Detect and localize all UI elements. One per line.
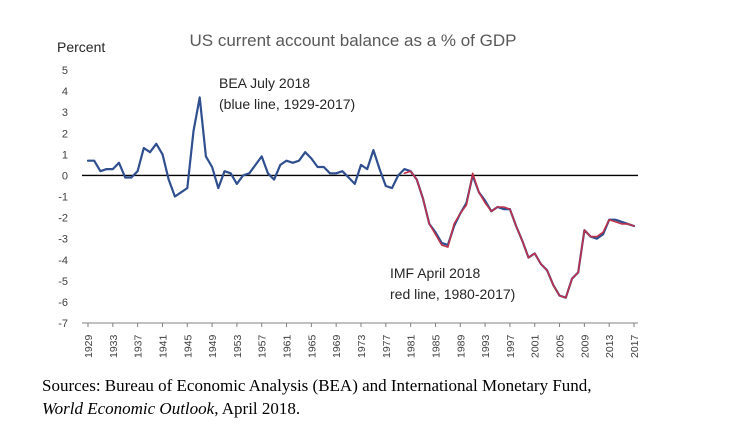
y-tick-label: -6: [58, 297, 68, 309]
x-tick-label: 1977: [381, 334, 393, 358]
x-axis: 1929 1933 1937 1941 1945 1949 1953 1957 1961 1965…: [82, 322, 641, 358]
imf-annotation-line: IMF April 2018: [390, 265, 480, 281]
source-note-line-1: Sources: Bureau of Economic Analysis (BE…: [42, 376, 592, 395]
y-tick-label: -1: [58, 192, 68, 204]
x-tick-label: 2005: [555, 334, 567, 358]
y-tick-label: -5: [58, 276, 68, 288]
y-tick-label: 5: [62, 65, 68, 77]
x-tick-label: 1961: [282, 334, 294, 358]
x-tick-label: 1937: [133, 334, 145, 358]
y-tick-label: -2: [58, 213, 68, 225]
x-tick-label: 1965: [306, 334, 318, 358]
bea-annotation-line: BEA July 2018: [219, 75, 310, 91]
x-tick-label: 2017: [629, 334, 641, 358]
x-tick-label: 1941: [157, 334, 169, 358]
y-tick-label: -4: [58, 255, 68, 267]
y-tick-label: 1: [62, 149, 68, 161]
y-axis: 5 4 3 2 1 0 -1 -2 -3 -4 -5 -6 -7: [58, 65, 68, 330]
x-tick-label: 1929: [83, 334, 95, 358]
x-tick-label: 1953: [232, 334, 244, 358]
source-note-line-2: World Economic Outlook, April 2018.: [42, 397, 732, 420]
publication-date: , April 2018.: [214, 399, 301, 418]
y-tick-label: -3: [58, 234, 68, 246]
y-tick-label: 2: [62, 128, 68, 140]
x-tick-label: 2001: [530, 334, 542, 358]
x-tick-label: 1993: [480, 334, 492, 358]
x-tick-label: 1997: [505, 334, 517, 358]
imf-series-line: [403, 170, 635, 299]
x-tick-label: 1949: [207, 334, 219, 358]
annotations: BEA July 2018 (blue line, 1929-2017) IMF A…: [219, 75, 515, 302]
y-tick-label: 4: [62, 86, 68, 98]
x-tick-label: 1957: [257, 334, 269, 358]
bea-annotation-line: (blue line, 1929-2017): [219, 96, 355, 112]
x-tick-label: 2013: [604, 334, 616, 358]
x-tick-label: 2009: [579, 334, 591, 358]
x-tick-label: 1973: [356, 334, 368, 358]
y-axis-unit-label: Percent: [57, 39, 105, 55]
imf-annotation-line: red line, 1980-2017): [390, 286, 515, 302]
source-note: Sources: Bureau of Economic Analysis (BE…: [42, 374, 732, 420]
x-tick-label: 1969: [331, 334, 343, 358]
x-tick-label: 1933: [108, 334, 120, 358]
y-tick-label: 0: [62, 170, 68, 182]
series-layer: [86, 96, 636, 299]
chart-title: US current account balance as a % of GDP: [190, 31, 517, 50]
x-tick-label: 1945: [182, 334, 194, 358]
y-tick-label: -7: [58, 318, 68, 330]
x-tick-label: 1985: [430, 334, 442, 358]
x-tick-label: 1981: [406, 334, 418, 358]
bea-series-line: [86, 96, 636, 299]
publication-title: World Economic Outlook: [42, 399, 215, 418]
x-tick-label: 1989: [455, 334, 467, 358]
y-tick-label: 3: [62, 107, 68, 119]
